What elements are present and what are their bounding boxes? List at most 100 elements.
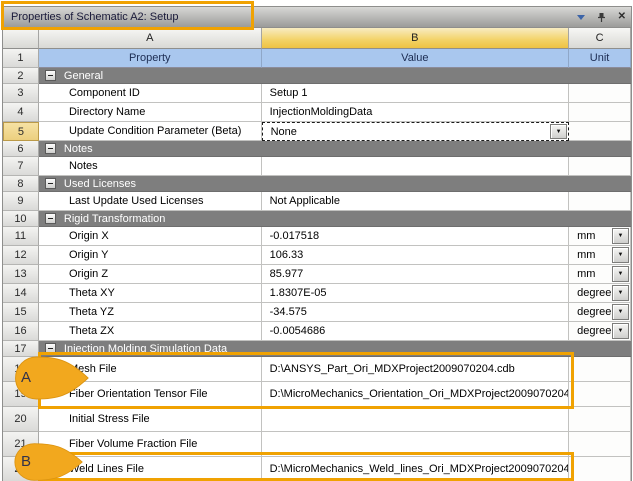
unit-cell[interactable]: degree ▼ — [569, 284, 631, 303]
unit-column-title: Unit — [569, 49, 631, 68]
unit-cell — [569, 122, 631, 141]
unit-cell — [569, 457, 631, 481]
chevron-down-icon: ▼ — [617, 252, 624, 258]
group-label: Used Licenses — [63, 177, 137, 190]
value-cell[interactable]: -0.0054686 — [261, 322, 570, 341]
collapse-icon[interactable] — [44, 178, 56, 189]
unit-cell — [569, 357, 631, 382]
value-cell[interactable]: D:\ANSYS_Part_Ori_MDXProject2009070204.c… — [261, 357, 570, 382]
property-label: Theta ZX — [38, 322, 262, 341]
chevron-down-icon: ▼ — [555, 128, 562, 135]
unit-cell[interactable]: degree ▼ — [569, 303, 631, 322]
unit-cell[interactable]: mm ▼ — [569, 246, 631, 265]
unit-dropdown-button[interactable]: ▼ — [612, 266, 629, 282]
unit-cell[interactable]: degree ▼ — [569, 322, 631, 341]
table-row: 8 Used Licenses — [3, 176, 631, 192]
group-header-used-licenses[interactable]: Used Licenses — [38, 176, 631, 192]
value-cell[interactable]: 106.33 — [261, 246, 570, 265]
row-number: 17 — [3, 341, 39, 357]
table-row: 21 Fiber Volume Fraction File — [3, 432, 631, 457]
group-label: General — [63, 69, 104, 82]
property-label: Initial Stress File — [38, 407, 262, 432]
panel-menu-dropdown-icon[interactable] — [576, 14, 585, 20]
table-row: 11 Origin X -0.017518 mm ▼ — [3, 227, 631, 246]
table-row: 19 Fiber Orientation Tensor File D:\Micr… — [3, 382, 631, 407]
row-number: 9 — [3, 192, 39, 211]
dropdown-button[interactable]: ▼ — [550, 124, 568, 139]
row-number: 14 — [3, 284, 39, 303]
unit-cell — [569, 432, 631, 457]
group-header-injection-molding[interactable]: Injection Molding Simulation Data — [38, 341, 631, 357]
value-cell[interactable]: Setup 1 — [261, 84, 570, 103]
group-header-notes[interactable]: Notes — [38, 141, 631, 157]
table-row: 20 Initial Stress File — [3, 407, 631, 432]
value-cell[interactable]: InjectionMoldingData — [261, 103, 570, 122]
group-header-general[interactable]: General — [38, 68, 631, 84]
collapse-icon[interactable] — [44, 343, 56, 354]
collapse-icon[interactable] — [44, 143, 56, 154]
unit-dropdown-button[interactable]: ▼ — [612, 323, 629, 339]
value-cell[interactable]: D:\MicroMechanics_Orientation_Ori_MDXPro… — [261, 382, 570, 407]
row-number: 3 — [3, 84, 39, 103]
value-cell[interactable] — [261, 157, 570, 176]
unit-value: mm — [577, 268, 596, 280]
table-header-row: 1 Property Value Unit — [3, 49, 631, 68]
column-header-b[interactable]: B — [261, 28, 570, 49]
table-row: 15 Theta YZ -34.575 degree ▼ — [3, 303, 631, 322]
value-cell[interactable] — [261, 407, 570, 432]
row-number: 7 — [3, 157, 39, 176]
row-number: 8 — [3, 176, 39, 192]
table-row: 7 Notes — [3, 157, 631, 176]
property-label: Origin Y — [38, 246, 262, 265]
row-number: 10 — [3, 211, 39, 227]
column-header-a[interactable]: A — [38, 28, 262, 49]
unit-value: degree — [577, 287, 612, 299]
collapse-icon[interactable] — [44, 213, 56, 224]
unit-cell[interactable]: mm ▼ — [569, 227, 631, 246]
collapse-icon[interactable] — [44, 70, 56, 81]
panel-titlebar: Properties of Schematic A2: Setup ✕ — [2, 6, 632, 27]
row-number: 4 — [3, 103, 39, 122]
value-cell[interactable]: 1.8307E-05 — [261, 284, 570, 303]
property-label: Directory Name — [38, 103, 262, 122]
unit-dropdown-button[interactable]: ▼ — [612, 285, 629, 301]
row-number: 21 — [3, 432, 39, 457]
group-header-rigid-transformation[interactable]: Rigid Transformation — [38, 211, 631, 227]
property-label: Fiber Volume Fraction File — [38, 432, 262, 457]
row-number: 2 — [3, 68, 39, 84]
value-cell[interactable]: -34.575 — [261, 303, 570, 322]
unit-value: degree — [577, 325, 612, 337]
property-column-title: Property — [38, 49, 262, 68]
value-cell[interactable]: Not Applicable — [261, 192, 570, 211]
row-number-selected: 5 — [3, 122, 39, 141]
column-header-c[interactable]: C — [569, 28, 631, 49]
pin-icon[interactable] — [596, 12, 607, 23]
unit-cell[interactable]: mm ▼ — [569, 265, 631, 284]
row-number: 15 — [3, 303, 39, 322]
table-row: 18 Mesh File D:\ANSYS_Part_Ori_MDXProjec… — [3, 357, 631, 382]
table-row: 5 Update Condition Parameter (Beta) None… — [3, 122, 631, 141]
table-row: 6 Notes — [3, 141, 631, 157]
group-label: Injection Molding Simulation Data — [63, 342, 228, 355]
unit-cell — [569, 407, 631, 432]
close-icon[interactable]: ✕ — [617, 11, 626, 22]
unit-cell — [569, 84, 631, 103]
unit-value: degree — [577, 306, 612, 318]
row-number: 16 — [3, 322, 39, 341]
update-condition-dropdown[interactable]: None ▼ — [261, 122, 570, 141]
table-row: 17 Injection Molding Simulation Data — [3, 341, 631, 357]
unit-cell — [569, 157, 631, 176]
value-cell[interactable]: -0.017518 — [261, 227, 570, 246]
column-header-corner[interactable] — [3, 28, 39, 49]
table-row: 2 General — [3, 68, 631, 84]
unit-dropdown-button[interactable]: ▼ — [612, 304, 629, 320]
value-cell[interactable]: D:\MicroMechanics_Weld_lines_Ori_MDXProj… — [261, 457, 570, 481]
column-header-row: A B C — [3, 28, 631, 49]
unit-dropdown-button[interactable]: ▼ — [612, 247, 629, 263]
value-cell[interactable]: 85.977 — [261, 265, 570, 284]
value-cell[interactable] — [261, 432, 570, 457]
unit-cell — [569, 103, 631, 122]
unit-dropdown-button[interactable]: ▼ — [612, 228, 629, 244]
property-label: Mesh File — [38, 357, 262, 382]
